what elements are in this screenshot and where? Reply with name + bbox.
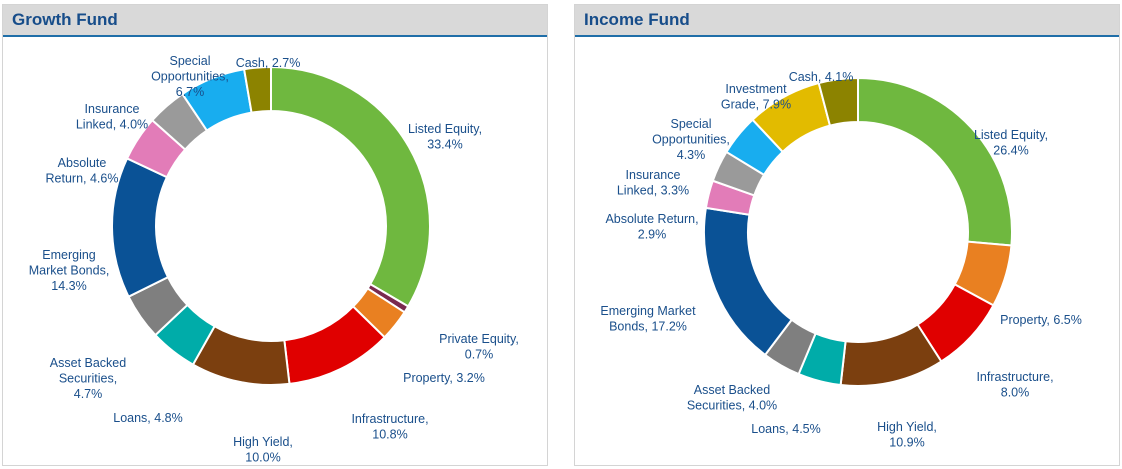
slice-label-absolute-return: Absolute Return, 4.6% xyxy=(46,156,119,186)
income-fund-donut-chart: Listed Equity, 26.4% Property, 6.5% Infrast… xyxy=(600,70,1082,450)
slice-label-listed-equity: Listed Equity, 33.4% xyxy=(408,122,482,152)
slice-label-insurance-linked: Insurance Linked, 3.3% xyxy=(617,168,689,198)
slice-label-property: Property, 6.5% xyxy=(1000,313,1082,327)
slice-label-property: Property, 3.2% xyxy=(403,371,485,385)
slice-label-cash: Cash, 4.1% xyxy=(789,70,854,84)
slice-label-asset-backed-securities: Asset Backed Securities, 4.0% xyxy=(687,383,777,413)
slice-label-infrastructure: Infrastructure, 8.0% xyxy=(976,370,1053,400)
slice-label-private-equity: Private Equity, 0.7% xyxy=(439,332,519,362)
slice-label-cash: Cash, 2.7% xyxy=(236,56,301,70)
slice-listed-equity xyxy=(270,65,431,308)
growth-fund-donut-chart: Listed Equity, 33.4% Private Equity, 0.7% Pr… xyxy=(29,54,519,465)
slice-label-special-opportunities: Special Opportunities, 6.7% xyxy=(151,54,229,99)
slice-label-emerging-market-bonds: Emerging Market Bonds, 17.2% xyxy=(600,304,696,334)
slice-label-absolute-return: Absolute Return, 2.9% xyxy=(605,212,698,242)
income-fund-panel: Income Fund Listed Equity, 26.4% Property,… xyxy=(574,4,1120,466)
slice-emerging-market-bonds xyxy=(111,157,170,299)
growth-fund-header: Growth Fund xyxy=(3,5,547,37)
slice-label-loans: Loans, 4.5% xyxy=(751,422,821,436)
slice-label-insurance-linked: Insurance Linked, 4.0% xyxy=(76,102,148,132)
slice-listed-equity xyxy=(857,76,1013,247)
slice-cash xyxy=(242,65,272,114)
slice-label-loans: Loans, 4.8% xyxy=(113,411,183,425)
growth-fund-title: Growth Fund xyxy=(12,10,118,29)
slice-label-emerging-market-bonds: Emerging Market Bonds, 14.3% xyxy=(29,248,110,293)
slice-label-high-yield: High Yield, 10.0% xyxy=(233,435,293,465)
income-fund-header: Income Fund xyxy=(575,5,1119,37)
slice-label-high-yield: High Yield, 10.9% xyxy=(877,420,937,450)
slice-label-listed-equity: Listed Equity, 26.4% xyxy=(974,128,1048,158)
slice-label-investment-grade: Investment Grade, 7.9% xyxy=(721,82,791,112)
growth-fund-panel: Growth Fund Listed Equity, 33.4% Private E… xyxy=(2,4,548,466)
slice-label-asset-backed-securities: Asset Backed Securities, 4.7% xyxy=(50,356,126,401)
slice-label-infrastructure: Infrastructure, 10.8% xyxy=(351,412,428,442)
slice-cash xyxy=(817,76,859,127)
income-fund-title: Income Fund xyxy=(584,10,690,29)
slice-emerging-market-bonds xyxy=(703,206,794,357)
slice-label-special-opportunities: Special Opportunities, 4.3% xyxy=(652,117,730,162)
